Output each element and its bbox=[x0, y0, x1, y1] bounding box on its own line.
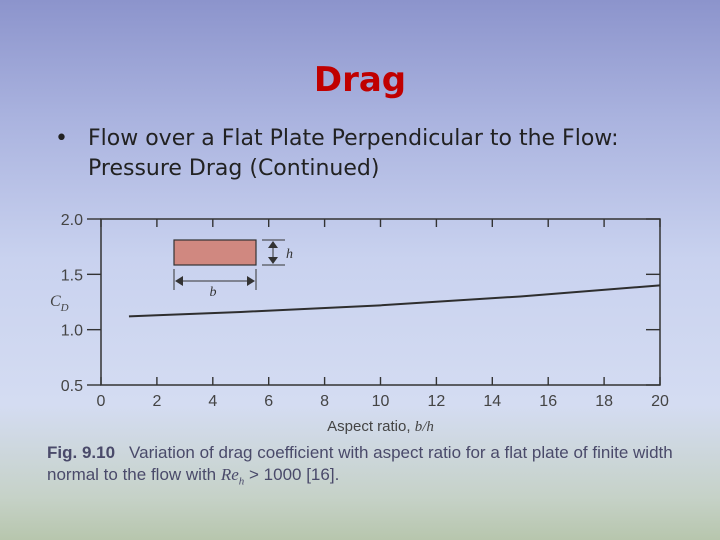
bullet-text: Flow over a Flat Plate Perpendicular to … bbox=[88, 126, 619, 181]
bullet-dot: • bbox=[55, 126, 68, 151]
width-label: b bbox=[210, 285, 217, 300]
figure-caption: Fig. 9.10 Variation of drag coefficient w… bbox=[47, 442, 687, 492]
axis-ticks bbox=[87, 218, 661, 386]
x-tick-label: 6 bbox=[264, 393, 273, 410]
drag-chart: 0 2 4 6 8 10 12 14 16 18 20 0.5 1.0 1.5 2.0 Aspect rati… bbox=[50, 212, 669, 435]
caption-text: Variation of drag coefficient with aspec… bbox=[47, 443, 673, 484]
height-arrow-up bbox=[268, 241, 278, 248]
x-tick-label: 14 bbox=[483, 393, 501, 410]
x-tick-label: 8 bbox=[320, 393, 329, 410]
plate-inset: hb bbox=[173, 239, 293, 300]
x-axis-label: Aspect ratio, b/h bbox=[327, 418, 434, 435]
x-tick-label: 18 bbox=[595, 393, 613, 410]
series-group bbox=[128, 284, 661, 318]
plate-rect bbox=[173, 239, 257, 266]
x-tick-label: 10 bbox=[372, 393, 390, 410]
x-tick-label: 0 bbox=[97, 393, 106, 410]
reynolds-symbol: Reh bbox=[220, 465, 245, 488]
x-tick-label: 20 bbox=[651, 393, 669, 410]
y-tick-label: 1.5 bbox=[61, 267, 83, 284]
x-tick-label: 2 bbox=[152, 393, 161, 410]
series-line bbox=[128, 284, 661, 318]
x-tick-label: 16 bbox=[539, 393, 557, 410]
y-axis-label: CD bbox=[50, 293, 69, 314]
figure-label: Fig. 9.10 bbox=[47, 443, 116, 462]
width-arrow-left bbox=[175, 276, 183, 286]
y-tick-label: 2.0 bbox=[61, 212, 83, 229]
x-tick-label: 12 bbox=[428, 393, 446, 410]
height-arrow-down bbox=[268, 257, 278, 264]
re-subscript: h bbox=[238, 475, 245, 488]
y-tick-label: 0.5 bbox=[61, 378, 83, 395]
axis-labels: 0 2 4 6 8 10 12 14 16 18 20 0.5 1.0 1.5 2.0 Aspect rati… bbox=[50, 212, 669, 435]
width-arrow-right bbox=[247, 276, 255, 286]
height-label: h bbox=[286, 247, 293, 262]
slide-title: Drag bbox=[313, 60, 407, 100]
x-tick-label: 4 bbox=[208, 393, 217, 410]
bullet-item: • Flow over a Flat Plate Perpendicular t… bbox=[55, 124, 675, 184]
re-symbol-text: Re bbox=[220, 465, 239, 484]
y-tick-label: 1.0 bbox=[61, 323, 83, 340]
caption-text-end: > 1000 [16]. bbox=[244, 465, 340, 484]
